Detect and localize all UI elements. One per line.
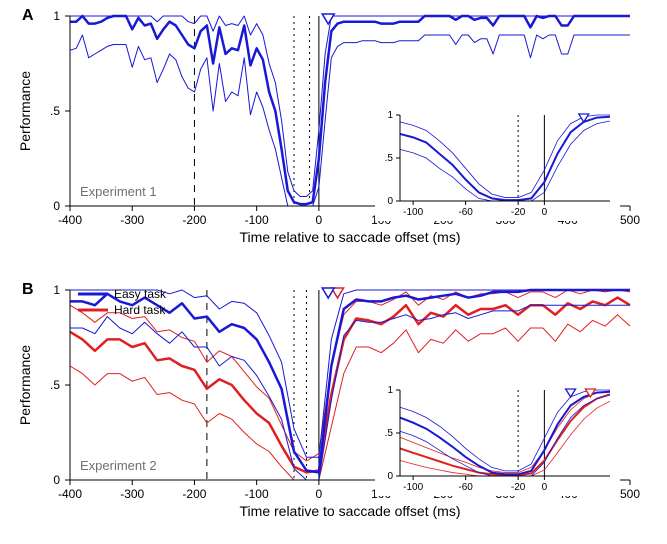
svg-text:-60: -60 [458, 482, 473, 493]
svg-text:Hard task: Hard task [114, 303, 166, 317]
svg-text:1: 1 [387, 385, 393, 396]
svg-text:-300: -300 [120, 487, 144, 501]
svg-text:-200: -200 [182, 213, 206, 227]
svg-text:Experiment 2: Experiment 2 [80, 458, 157, 473]
svg-text:.5: .5 [385, 428, 394, 439]
svg-text:Performance: Performance [17, 345, 33, 425]
svg-text:Performance: Performance [17, 71, 33, 151]
svg-text:Time relative to saccade offse: Time relative to saccade offset (ms) [240, 229, 461, 245]
svg-text:0: 0 [387, 471, 393, 482]
svg-text:1: 1 [53, 9, 60, 23]
plot-svg: -400-300-200-10001002003004005000.51Time… [0, 0, 667, 544]
svg-text:0: 0 [387, 196, 393, 207]
svg-text:-60: -60 [458, 207, 473, 218]
svg-text:-200: -200 [182, 487, 206, 501]
svg-text:1: 1 [53, 283, 60, 297]
svg-text:-100: -100 [403, 207, 423, 218]
svg-text:-100: -100 [245, 213, 269, 227]
svg-text:0: 0 [316, 487, 323, 501]
svg-text:500: 500 [620, 213, 640, 227]
svg-text:-20: -20 [511, 207, 526, 218]
svg-text:-100: -100 [403, 482, 423, 493]
svg-text:-300: -300 [120, 213, 144, 227]
svg-text:A: A [22, 7, 34, 24]
svg-text:Easy task: Easy task [114, 287, 167, 301]
figure-root: -400-300-200-10001002003004005000.51Time… [0, 0, 667, 544]
svg-text:.5: .5 [50, 378, 60, 392]
svg-text:Time relative to saccade offse: Time relative to saccade offset (ms) [240, 503, 461, 519]
svg-text:1: 1 [387, 110, 393, 121]
svg-text:0: 0 [53, 473, 60, 487]
svg-text:-20: -20 [511, 482, 526, 493]
svg-text:0: 0 [53, 199, 60, 213]
svg-text:-100: -100 [245, 487, 269, 501]
svg-text:0: 0 [316, 213, 323, 227]
svg-text:0: 0 [542, 482, 548, 493]
svg-text:-400: -400 [58, 213, 82, 227]
svg-text:B: B [22, 281, 34, 298]
svg-text:0: 0 [542, 207, 548, 218]
svg-text:500: 500 [620, 487, 640, 501]
svg-text:Experiment 1: Experiment 1 [80, 184, 157, 199]
svg-text:.5: .5 [385, 153, 394, 164]
svg-text:.5: .5 [50, 104, 60, 118]
svg-text:-400: -400 [58, 487, 82, 501]
